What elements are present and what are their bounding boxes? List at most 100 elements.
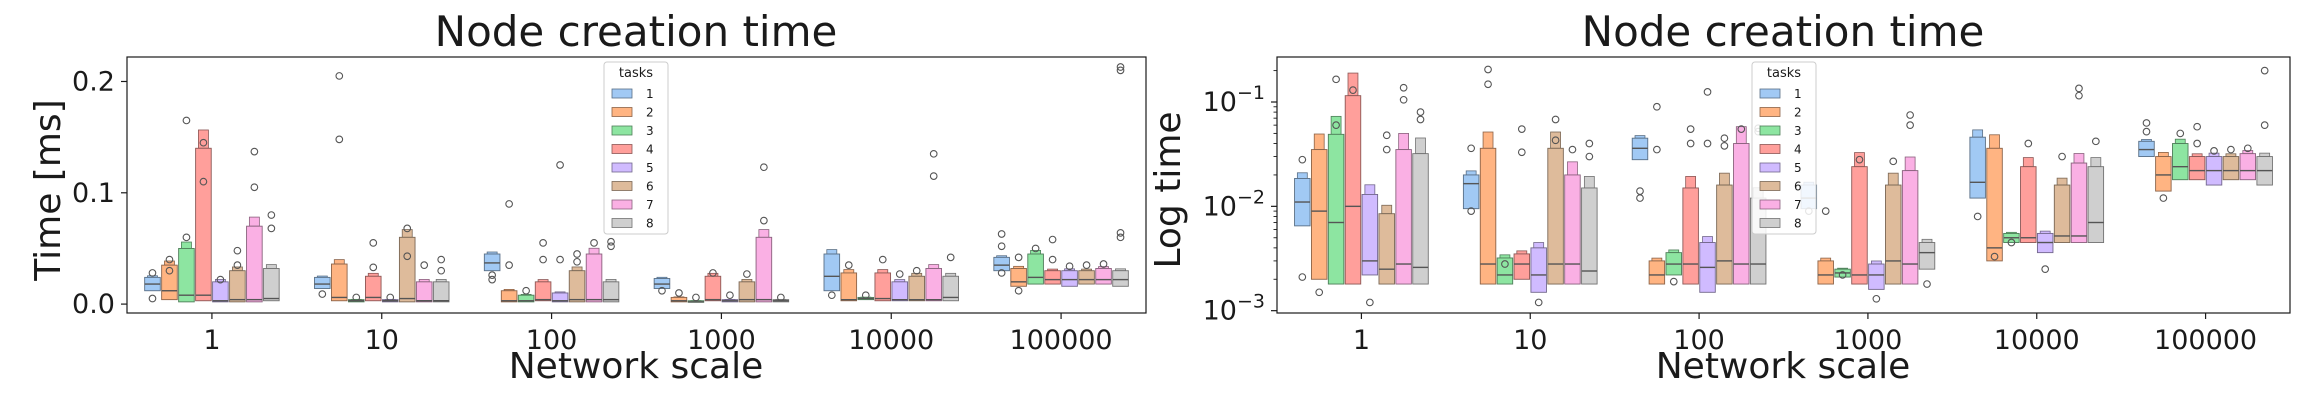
left-legend: tasks 1 2 3 4 5 6 7 8 [603, 61, 669, 235]
outlier-point [199, 138, 208, 147]
outlier-point [1349, 86, 1357, 94]
outlier-point [250, 147, 259, 156]
outlier-point [743, 270, 751, 278]
outlier-point [1116, 63, 1125, 71]
boxen-box [2053, 184, 2071, 243]
boxen-upper-level [1972, 129, 1984, 138]
outlier-point [2260, 121, 2269, 130]
outlier-point [1821, 207, 1830, 215]
outlier-point [1838, 271, 1847, 279]
x-tick-label: 100 [1673, 325, 1725, 356]
boxen-box [1530, 247, 1547, 293]
boxen-box [2155, 156, 2172, 192]
outlier-point [1116, 66, 1125, 75]
boxen-upper-level [1499, 254, 1511, 259]
boxen-box [1901, 170, 1919, 285]
left-y-axis-label: Time [ms] [28, 99, 69, 281]
boxen-box [331, 263, 348, 302]
outlier-point [1382, 145, 1391, 154]
outlier-point [182, 116, 191, 125]
outlier-point [590, 239, 598, 247]
right-chart-panel: Node creation time Network scale Log tim… [1148, 7, 2291, 387]
boxen-box [500, 290, 518, 303]
boxen-box [1868, 263, 1885, 290]
legend-entry: 4 [1794, 143, 1802, 157]
boxen-upper-level [758, 229, 770, 238]
boxen-upper-level [1516, 250, 1528, 255]
outlier-point [369, 263, 378, 272]
boxen-upper-level [181, 241, 192, 249]
boxen-box [1716, 184, 1733, 285]
outlier-point [1332, 121, 1340, 130]
outlier-point [437, 255, 446, 264]
boxen-upper-level [1398, 133, 1409, 150]
outlier-point [573, 250, 581, 258]
outlier-point [895, 270, 904, 278]
outlier-point [1855, 155, 1864, 164]
boxen-box [1885, 184, 1902, 285]
boxen-box [1078, 270, 1095, 285]
outlier-point [2159, 194, 2168, 202]
outlier-point [1990, 252, 1999, 261]
outlier-point [403, 224, 412, 233]
boxen-box [755, 236, 773, 303]
outlier-point [1399, 95, 1408, 104]
boxen-upper-level [401, 229, 413, 238]
outlier-point [148, 269, 157, 277]
legend-entry: 8 [646, 217, 654, 231]
outlier-point [1048, 255, 1057, 264]
outlier-point [182, 233, 191, 242]
outlier-point [709, 269, 717, 277]
boxen-box [263, 268, 280, 302]
outlier-point [2058, 152, 2066, 161]
boxen-box [178, 247, 195, 303]
outlier-point [1048, 235, 1057, 244]
outlier-point [2142, 127, 2151, 136]
boxen-box [415, 281, 433, 303]
outlier-point [2041, 265, 2050, 274]
right-chart-title: Node creation time [1582, 7, 1985, 56]
outlier-point [267, 224, 276, 233]
boxen-box [1479, 147, 1497, 285]
boxen-box [1095, 268, 1112, 285]
outlier-point [199, 177, 208, 186]
outlier-point [1315, 288, 1324, 297]
outlier-point [878, 255, 887, 264]
legend-swatch [611, 218, 633, 228]
boxen-box [314, 276, 331, 289]
right-legend: tasks 1 2 3 4 5 6 7 8 [1751, 61, 1817, 235]
boxen-box [1851, 166, 1868, 285]
outlier-point [505, 261, 513, 269]
outlier-point [726, 291, 734, 300]
boxen-upper-level [2259, 152, 2271, 157]
outlier-point [1099, 260, 1108, 268]
outlier-point [1686, 139, 1695, 148]
outlier-point [233, 246, 242, 255]
outlier-point [1720, 134, 1729, 143]
outlier-point [539, 239, 547, 247]
legend-swatch [611, 125, 633, 136]
boxen-box [212, 281, 229, 303]
x-tick-label: 10000 [1994, 325, 2080, 356]
outlier-point [692, 293, 700, 302]
y-tick-label: 10−1 [1203, 82, 1265, 118]
boxen-upper-level [1567, 161, 1578, 176]
y-tick-label: 10−2 [1203, 186, 1265, 222]
outlier-point [2260, 66, 2269, 75]
legend-entry: 6 [646, 180, 654, 194]
outlier-point [1484, 80, 1492, 89]
outlier-point [335, 72, 344, 80]
legend-swatch [611, 199, 633, 210]
boxen-box [2172, 143, 2189, 181]
outlier-point [1737, 125, 1746, 133]
x-tick-label: 1000 [1834, 325, 1903, 356]
boxen-box [1378, 213, 1395, 285]
outlier-point [1636, 187, 1644, 195]
outlier-point [1703, 88, 1712, 96]
outlier-point [369, 239, 378, 247]
outlier-point [556, 255, 564, 264]
legend-swatch [1759, 144, 1781, 154]
legend-entry: 3 [1794, 124, 1802, 138]
boxen-box [670, 296, 688, 303]
outlier-point [1872, 294, 1881, 303]
